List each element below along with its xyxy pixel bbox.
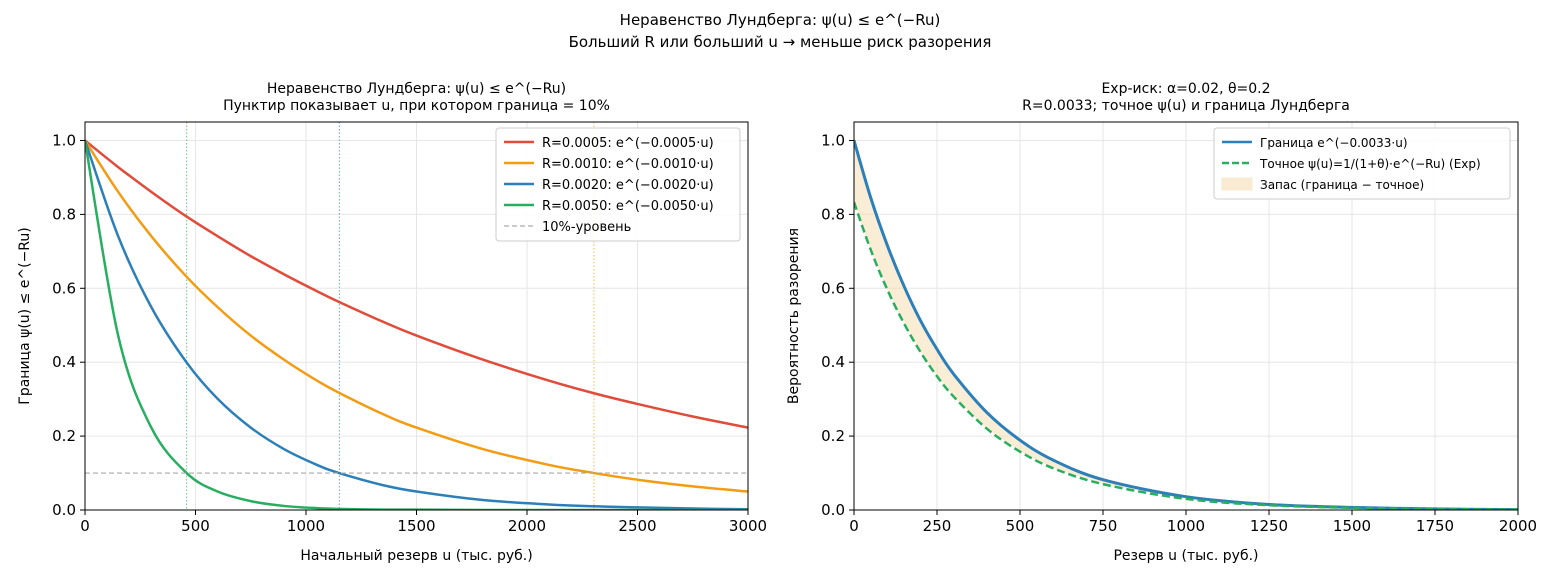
y-tick-label: 0.4: [821, 353, 845, 371]
series-line-0: [85, 139, 748, 429]
suptitle-line2: Больший R или больший u → меньше риск ра…: [569, 33, 992, 51]
y-tick-label: 0.0: [52, 501, 76, 519]
suptitle-line1: Неравенство Лундберга: ψ(u) ≤ e^(−Ru): [620, 11, 941, 29]
legend: Граница e^(−0.0033·u) Точное ψ(u)=1/(1+θ)…: [1213, 127, 1511, 200]
x-tick-label: 1500: [1333, 517, 1371, 535]
legend-box: [1213, 127, 1511, 200]
x-tick-label: 750: [1089, 517, 1118, 535]
y-tick-label: 1.0: [821, 131, 845, 149]
legend-label: R=0.0010: e^(−0.0010·u): [542, 157, 714, 172]
legend-box: [495, 127, 741, 242]
x-tick-label: 1000: [287, 517, 325, 535]
chart-title-line2: Пунктир показывает u, при котором границ…: [223, 98, 610, 114]
series-line-1: [85, 139, 748, 493]
legend-label: 10%-уровень: [542, 220, 631, 235]
y-tick-label: 0.0: [821, 501, 845, 519]
x-axis-label: Резерв u (тыс. руб.): [1113, 548, 1258, 564]
chart-title-line1: Exp-иск: α=0.02, θ=0.2: [1101, 81, 1270, 97]
y-tick-label: 0.2: [821, 427, 845, 445]
legend: R=0.0005: e^(−0.0005·u) R=0.0010: e^(−0.0…: [495, 127, 741, 242]
plot-area: [854, 140, 1518, 510]
x-tick-label: 1500: [397, 517, 435, 535]
x-tick-label: 0: [849, 517, 859, 535]
y-axis-label: Вероятность разорения: [786, 228, 802, 404]
y-tick-label: 0.4: [52, 353, 76, 371]
legend-label: R=0.0020: e^(−0.0020·u): [542, 178, 714, 193]
y-tick-label: 0.6: [821, 279, 845, 297]
x-tick-label: 500: [181, 517, 210, 535]
x-tick-label: 1000: [1167, 517, 1205, 535]
legend-label: Запас (граница − точное): [1260, 178, 1424, 192]
y-tick-label: 0.6: [52, 279, 76, 297]
x-tick-label: 1750: [1416, 517, 1454, 535]
x-tick-label: 0: [80, 517, 90, 535]
y-tick-label: 0.8: [52, 205, 76, 223]
legend-label: Граница e^(−0.0033·u): [1260, 136, 1408, 150]
series-line-0: [854, 140, 1518, 510]
plot-area: [85, 122, 748, 510]
x-tick-label: 250: [923, 517, 952, 535]
x-tick-label: 500: [1006, 517, 1035, 535]
x-tick-label: 3000: [729, 517, 767, 535]
y-tick-label: 0.8: [821, 205, 845, 223]
x-tick-label: 2000: [508, 517, 546, 535]
chart-title-line1: Неравенство Лундберга: ψ(u) ≤ e^(−Ru): [267, 81, 566, 97]
series-line-3: [85, 140, 748, 510]
x-tick-label: 1250: [1250, 517, 1288, 535]
legend-label: R=0.0005: e^(−0.0005·u): [542, 136, 714, 151]
chart-right: Exp-иск: α=0.02, θ=0.2R=0.0033; точное ψ…: [786, 81, 1537, 564]
legend-swatch: [1221, 177, 1253, 191]
x-tick-label: 2000: [1499, 517, 1537, 535]
x-axis-label: Начальный резерв u (тыс. руб.): [300, 548, 532, 564]
legend-label: R=0.0050: e^(−0.0050·u): [542, 199, 714, 214]
y-axis-label: Граница ψ(u) ≤ e^(−Ru): [17, 227, 33, 404]
legend-label: Точное ψ(u)=1/(1+θ)·e^(−Ru) (Exp): [1259, 157, 1481, 171]
chart-left: Неравенство Лундберга: ψ(u) ≤ e^(−Ru)Пун…: [17, 81, 767, 564]
chart-title-line2: R=0.0033; точное ψ(u) и граница Лундберг…: [1022, 98, 1350, 114]
series-line-1: [854, 201, 1518, 510]
y-tick-label: 1.0: [52, 131, 76, 149]
x-tick-label: 2500: [618, 517, 656, 535]
y-tick-label: 0.2: [52, 427, 76, 445]
